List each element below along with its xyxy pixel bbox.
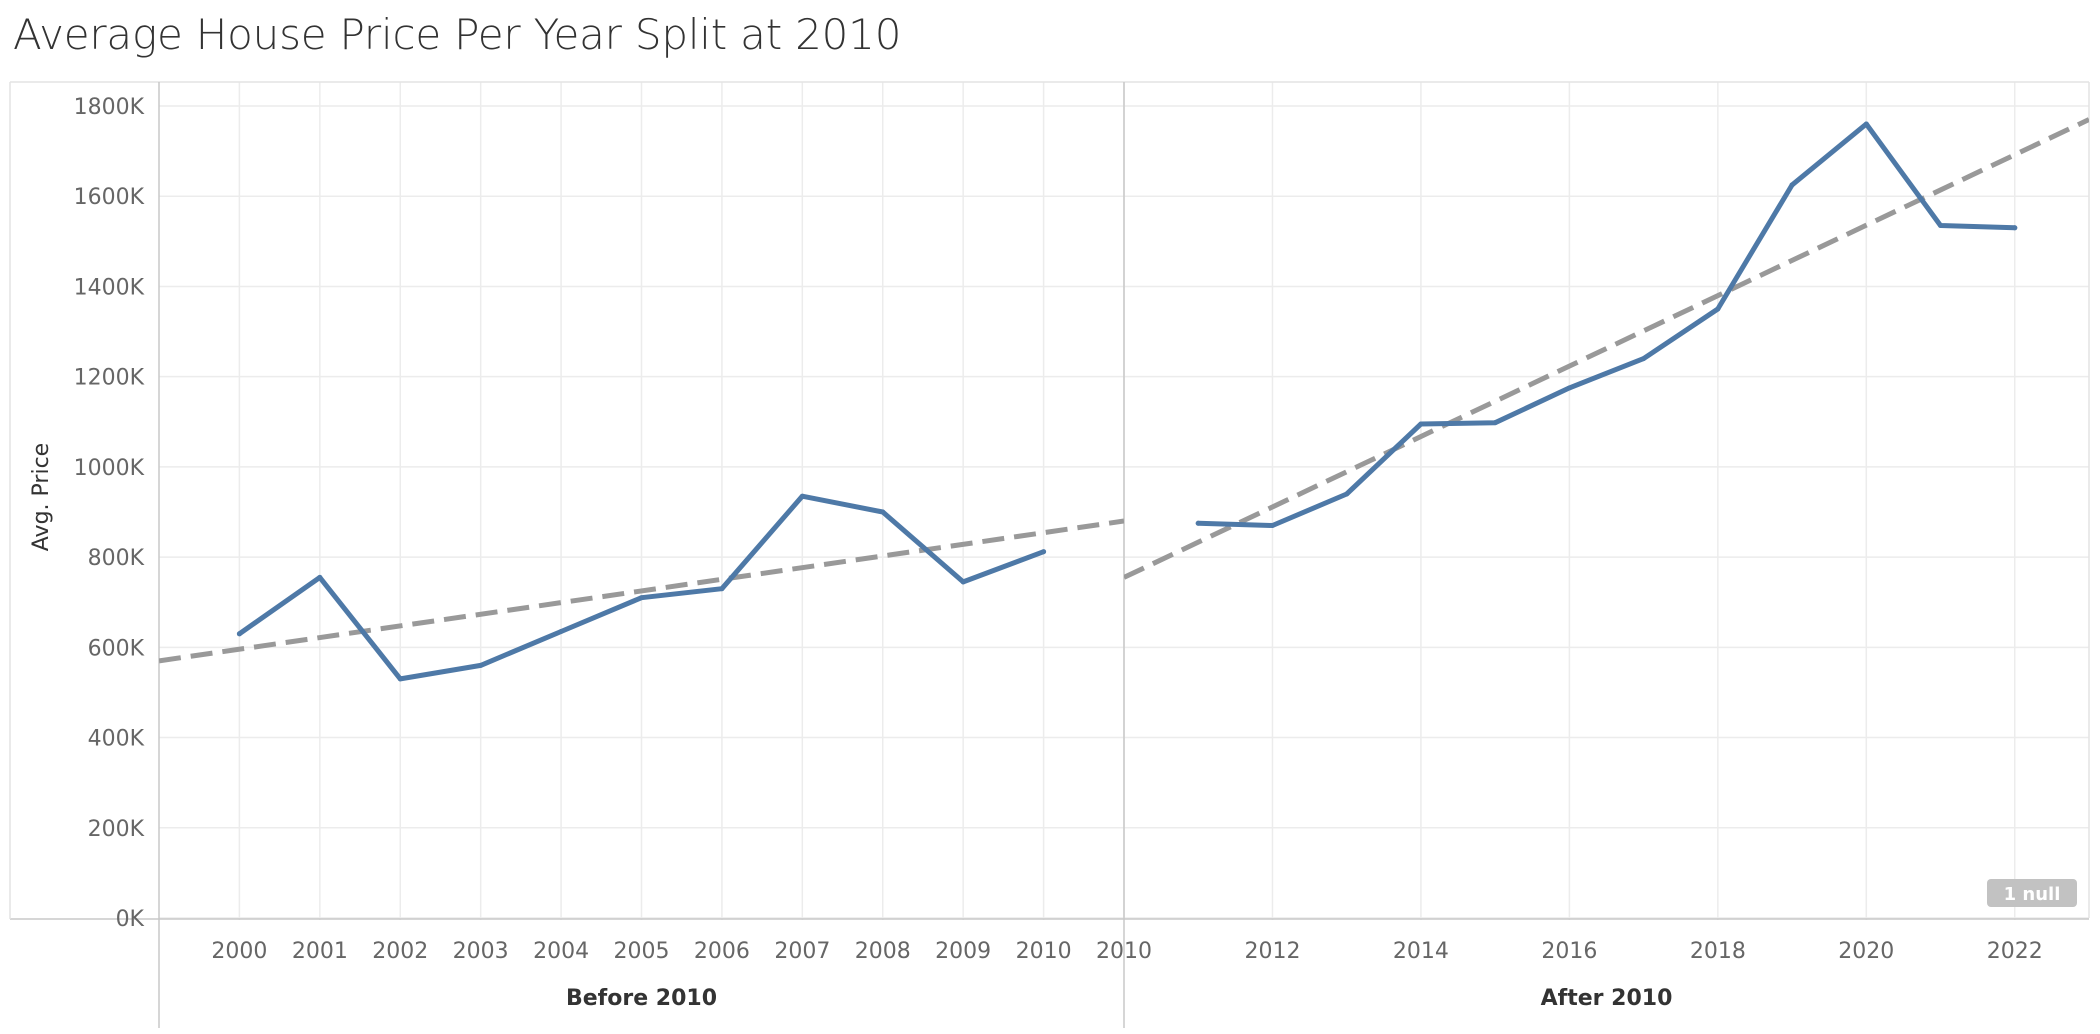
panel-header: After 2010 xyxy=(1541,986,1673,1011)
x-tick-label: 2022 xyxy=(1987,939,2043,964)
data-point xyxy=(1492,420,1498,426)
null-indicator[interactable]: 1 null xyxy=(1987,879,2077,907)
null-badge-background[interactable] xyxy=(1987,879,2077,907)
data-point xyxy=(1566,385,1572,391)
data-point xyxy=(1641,356,1647,362)
x-tick-label: 2012 xyxy=(1244,939,1300,964)
x-tick-label: 2002 xyxy=(372,939,428,964)
chart-frame xyxy=(9,81,2090,1028)
y-tick-label: 400K xyxy=(88,727,145,752)
x-tick-label: 2004 xyxy=(533,939,589,964)
trend-lines xyxy=(159,117,2089,664)
x-tick-label: 2010 xyxy=(1096,939,1152,964)
panel-header: Before 2010 xyxy=(566,986,717,1011)
axes: 0K 200K 400K 600K 800K 1000K 1200K 1400K 1600K 18… xyxy=(74,95,2043,1011)
data-point xyxy=(1715,306,1721,312)
x-tick-label: 2006 xyxy=(694,939,750,964)
y-tick-label: 1200K xyxy=(74,366,145,391)
data-point xyxy=(558,629,564,635)
trend-line-panel-1 xyxy=(159,518,1124,664)
data-point xyxy=(799,493,805,499)
data-point xyxy=(1269,523,1275,529)
data-point xyxy=(639,595,644,601)
x-tick-label: 2014 xyxy=(1393,939,1449,964)
data-point xyxy=(236,631,242,637)
data-series xyxy=(236,121,2018,682)
y-tick-label: 0K xyxy=(116,907,145,932)
y-axis-label: Avg. Price xyxy=(29,443,54,551)
y-tick-label: 1400K xyxy=(74,275,145,300)
data-point xyxy=(1789,182,1795,188)
x-tick-label: 2016 xyxy=(1541,939,1597,964)
x-tick-label: 2003 xyxy=(453,939,509,964)
series-line-panel-2 xyxy=(1195,121,2018,528)
data-point xyxy=(719,586,725,592)
y-tick-label: 1600K xyxy=(74,185,145,210)
data-point xyxy=(478,662,484,668)
y-tick-label: 1800K xyxy=(74,95,145,120)
data-point xyxy=(317,574,323,580)
y-tick-label: 800K xyxy=(88,546,145,571)
x-tick-label: 2020 xyxy=(1838,939,1894,964)
y-tick-label: 600K xyxy=(88,636,145,661)
x-tick-label: 2007 xyxy=(774,939,830,964)
x-tick-label: 2005 xyxy=(614,939,670,964)
null-badge-label[interactable]: 1 null xyxy=(2004,884,2061,905)
data-point xyxy=(1418,421,1424,427)
trend-line-panel-2 xyxy=(1124,117,2089,580)
data-point xyxy=(960,579,966,585)
data-point xyxy=(1863,121,1869,127)
y-tick-label: 200K xyxy=(88,817,145,842)
data-point xyxy=(397,676,403,682)
x-tick-label: 2008 xyxy=(855,939,911,964)
y-tick-label: 1000K xyxy=(74,456,145,481)
x-tick-label: 2000 xyxy=(211,939,267,964)
x-tick-label: 2010 xyxy=(1016,939,1072,964)
x-tick-label: 2009 xyxy=(935,939,991,964)
chart-title: Average House Price Per Year Split at 20… xyxy=(13,10,902,59)
data-point xyxy=(1938,223,1944,229)
x-tick-label: 2018 xyxy=(1690,939,1746,964)
data-point xyxy=(2012,225,2018,231)
data-point xyxy=(1041,549,1047,555)
data-point xyxy=(1195,520,1201,526)
x-tick-label: 2001 xyxy=(292,939,348,964)
data-point xyxy=(1344,491,1350,497)
data-point xyxy=(880,509,886,515)
